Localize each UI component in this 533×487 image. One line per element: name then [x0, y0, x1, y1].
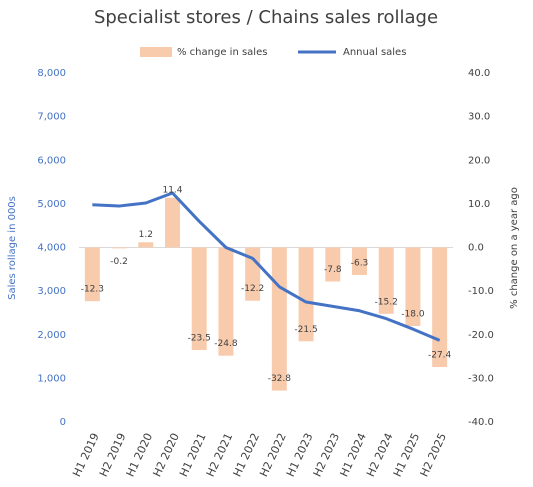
bar [352, 247, 367, 275]
y-tick-label: 3,000 [37, 286, 66, 297]
data-label: -32.8 [268, 374, 292, 384]
data-label: -0.2 [110, 257, 128, 267]
bar [405, 247, 421, 327]
y-tick-label: 6,000 [37, 155, 66, 166]
legend-swatch [140, 47, 172, 57]
data-label: -24.8 [214, 339, 238, 349]
bar [298, 247, 314, 342]
bar [271, 247, 287, 391]
data-label: -18.0 [401, 310, 425, 320]
chart-title: Specialist stores / Chains sales rollage [94, 7, 438, 28]
data-label: -15.2 [375, 297, 398, 307]
y-tick-label: 0 [60, 417, 66, 428]
y2-tick-label: -10.0 [468, 286, 494, 297]
bar [138, 242, 154, 248]
line [92, 191, 441, 342]
data-label: -27.4 [428, 351, 452, 361]
x-tick-label: H2 2025 [418, 431, 450, 479]
bar [378, 247, 394, 314]
y-tick-label: 4,000 [37, 243, 66, 254]
y2-tick-label: 20.0 [468, 155, 490, 166]
data-label: -12.2 [241, 284, 264, 294]
y-axis-label: Sales rollage in 000s [7, 196, 18, 300]
y2-axis-label: % change on a year ago [509, 187, 520, 309]
bar [111, 247, 127, 249]
y2-tick-label: -40.0 [468, 417, 494, 428]
y2-tick-label: 0.0 [468, 243, 484, 254]
bar [218, 247, 234, 356]
y2-tick-label: 40.0 [468, 68, 490, 79]
data-label: 11.4 [162, 185, 182, 195]
bar [432, 247, 448, 368]
data-label: 1.2 [139, 230, 153, 240]
y2-tick-label: 10.0 [468, 199, 490, 210]
data-label: -7.8 [324, 265, 342, 275]
y2-tick-label: 30.0 [468, 112, 490, 123]
y-tick-label: 7,000 [37, 112, 66, 123]
legend-label: Annual sales [343, 47, 406, 58]
bar [325, 247, 341, 282]
data-label: -23.5 [188, 334, 211, 344]
bar [191, 247, 207, 351]
bar [165, 197, 180, 248]
y-tick-label: 8,000 [37, 68, 66, 79]
data-label: -6.3 [351, 258, 369, 268]
bar [84, 247, 100, 302]
y2-tick-label: -20.0 [468, 330, 494, 341]
legend-label: % change in sales [177, 47, 267, 58]
y2-tick-label: -30.0 [468, 373, 494, 384]
y-tick-label: 5,000 [37, 199, 66, 210]
data-label: -12.3 [81, 285, 104, 295]
y-tick-label: 1,000 [37, 373, 66, 384]
data-label: -21.5 [294, 325, 317, 335]
y-tick-label: 2,000 [37, 330, 66, 341]
